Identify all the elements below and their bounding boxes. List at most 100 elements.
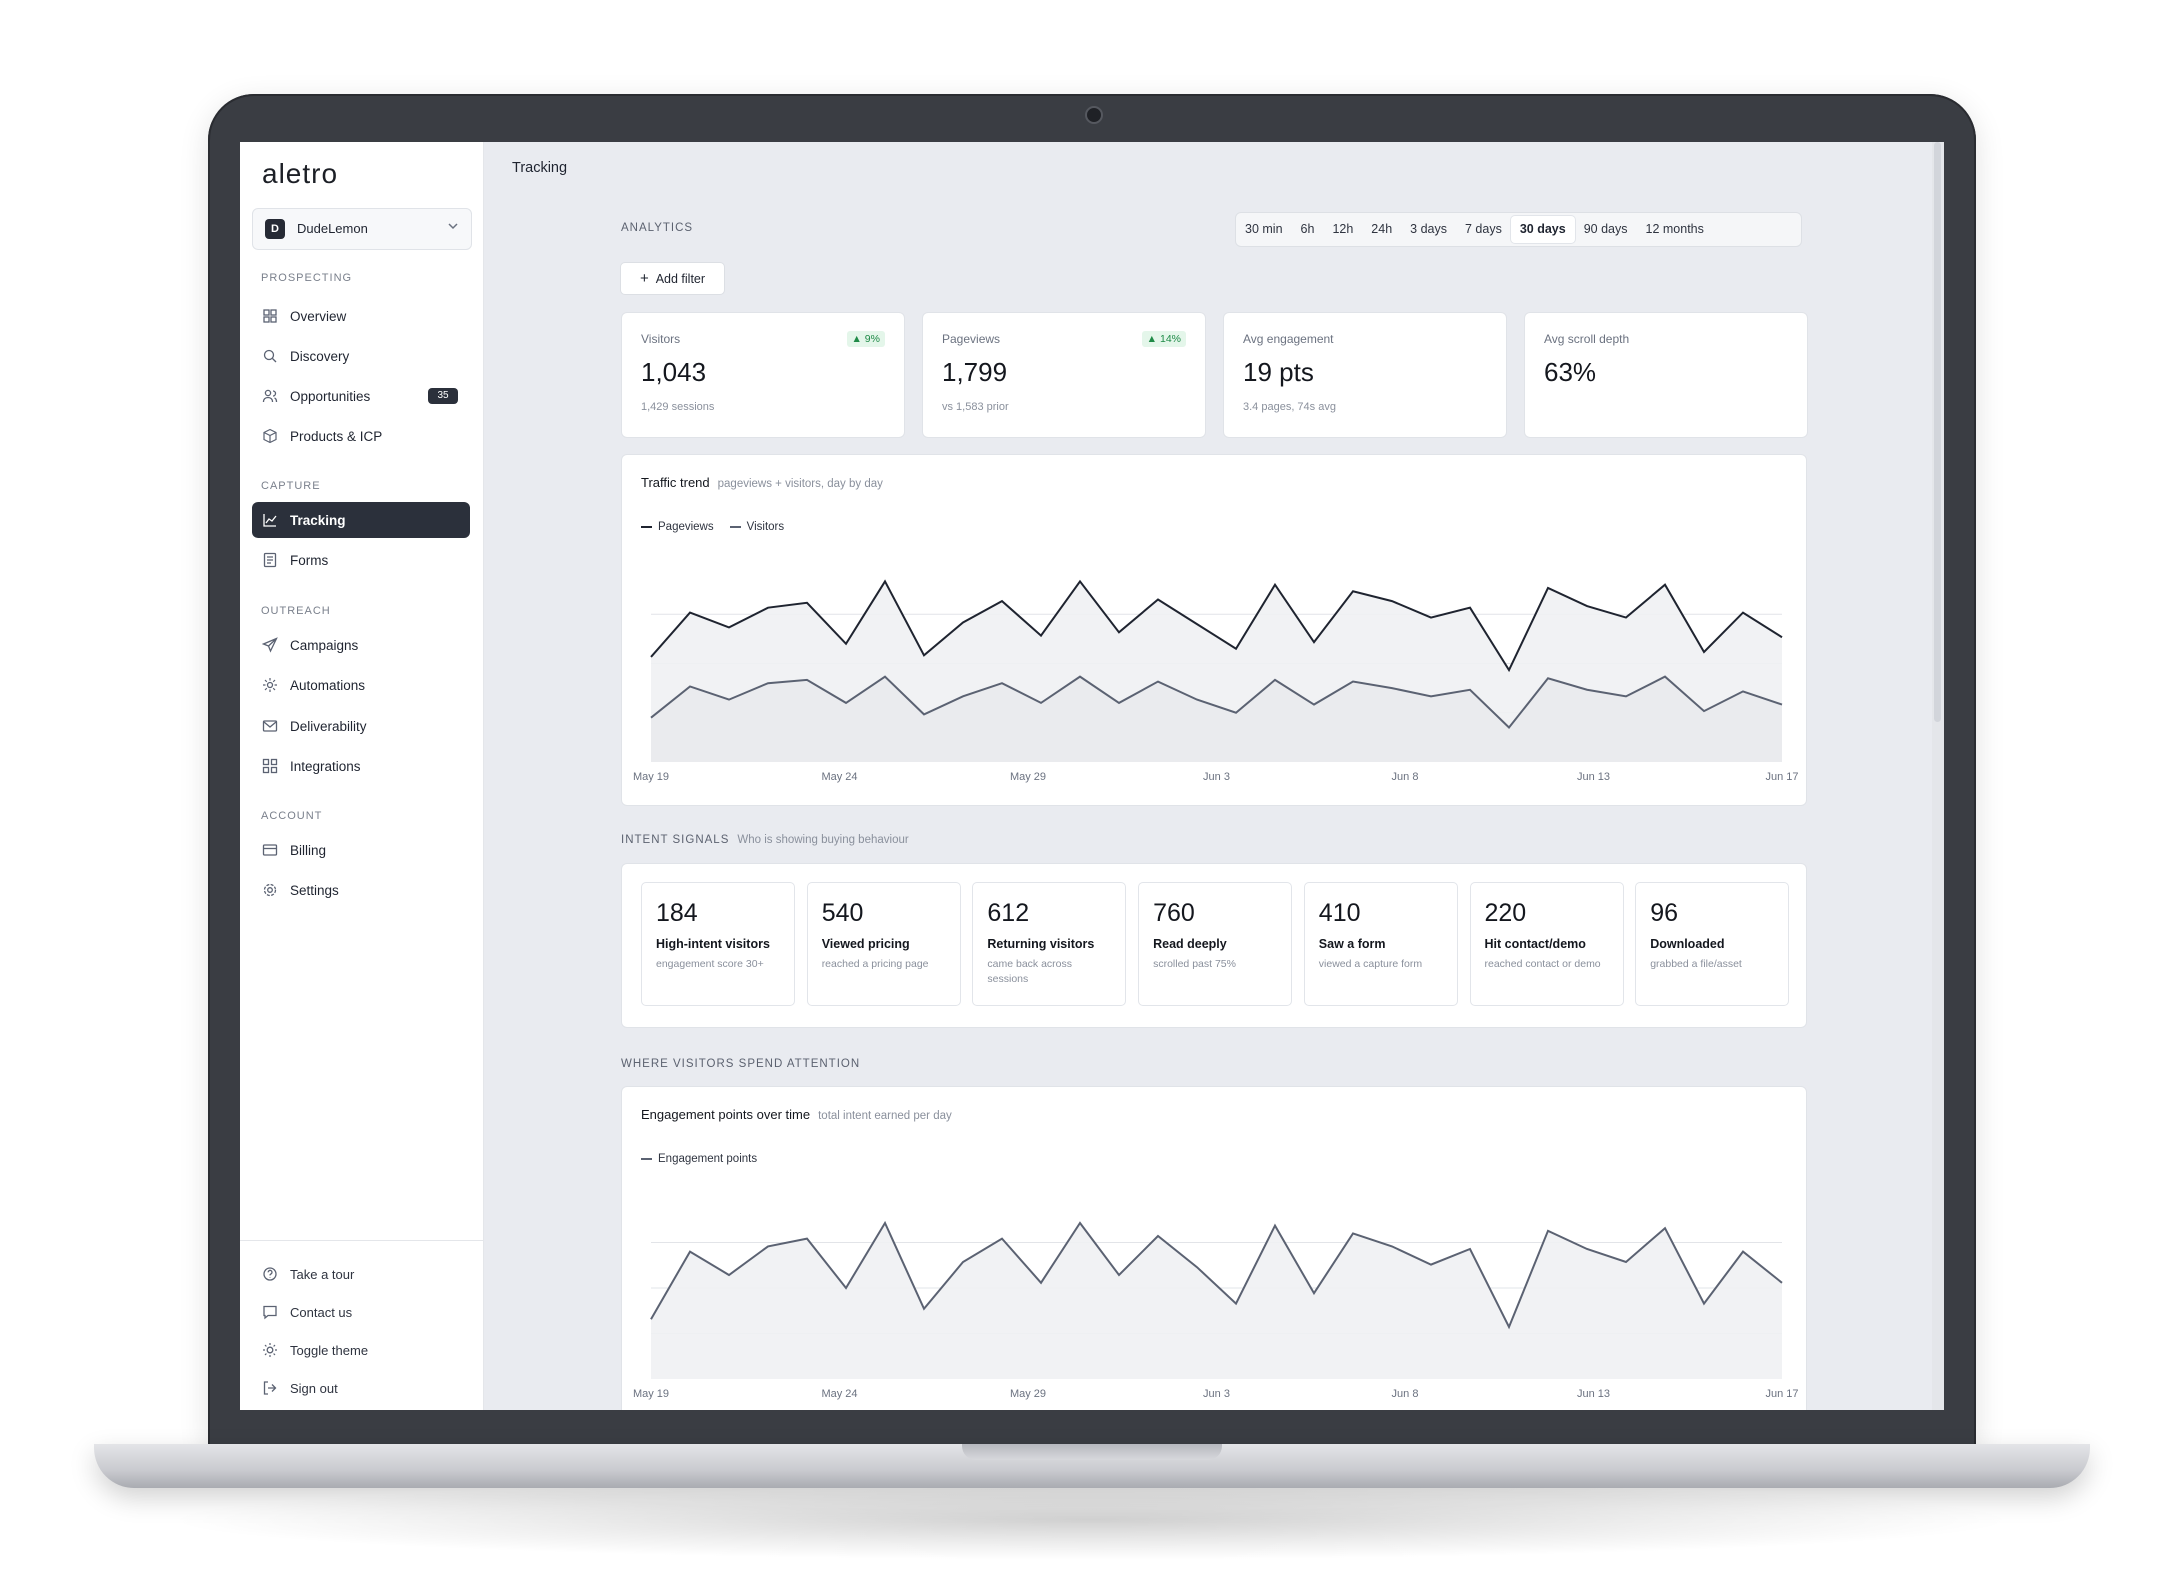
take-a-tour-label: Take a tour bbox=[290, 1266, 355, 1282]
chat-icon bbox=[262, 1304, 278, 1320]
section-account: ACCOUNT bbox=[261, 810, 323, 822]
sidebar-item-campaigns[interactable]: Campaigns bbox=[252, 627, 470, 663]
sidebar-item-label: Settings bbox=[290, 882, 339, 898]
chart-subtitle: pageviews + visitors, day by day bbox=[717, 478, 883, 490]
x-tick-label: Jun 13 bbox=[1577, 1388, 1610, 1400]
x-tick-label: May 29 bbox=[1010, 1388, 1046, 1400]
intent-signal-value: 760 bbox=[1153, 899, 1195, 927]
series-area bbox=[651, 1223, 1782, 1379]
intent-signal-value: 410 bbox=[1318, 899, 1361, 927]
intent-signal-label: Saw a form bbox=[1318, 937, 1386, 951]
range-option[interactable]: 3 days bbox=[1410, 222, 1447, 236]
contact-us-button[interactable]: Contact us bbox=[252, 1297, 470, 1327]
sidebar-item-billing[interactable]: Billing bbox=[252, 832, 470, 868]
intent-signal-value: 184 bbox=[656, 899, 698, 927]
attention-label: WHERE VISITORS SPEND ATTENTION bbox=[621, 1058, 861, 1070]
app-logo[interactable]: aletro bbox=[262, 158, 339, 189]
line-chart-icon bbox=[262, 512, 278, 528]
traffic-trend-chart[interactable]: May 19 May 24 May 29 Jun 3 Jun 8 Jun 13 Jun 17 bbox=[622, 545, 1806, 800]
engagement-points-chart[interactable]: May 19 May 24 May 29 Jun 3 Jun 8 Jun 13 Jun 17 bbox=[622, 1177, 1806, 1410]
section-capture: CAPTURE bbox=[261, 480, 321, 492]
add-filter-label: Add filter bbox=[655, 271, 706, 286]
intent-signal-hint: reached a pricing page bbox=[821, 958, 929, 970]
take-a-tour-button[interactable]: Take a tour bbox=[252, 1259, 470, 1289]
analytics-label: ANALYTICS bbox=[621, 222, 694, 234]
range-option[interactable]: 24h bbox=[1371, 222, 1393, 236]
sidebar-item-tracking[interactable]: Tracking bbox=[252, 502, 470, 538]
sidebar-item-forms[interactable]: Forms bbox=[252, 542, 470, 578]
intent-signal-hint: reached contact or demo bbox=[1484, 958, 1601, 970]
x-tick-label: May 29 bbox=[1010, 771, 1046, 783]
laptop-notch bbox=[962, 1444, 1222, 1460]
series-line-visitors bbox=[650, 675, 1783, 730]
x-tick-label: May 19 bbox=[633, 771, 669, 783]
range-option[interactable]: 12 months bbox=[1645, 222, 1704, 236]
sidebar-item-deliverability[interactable]: Deliverability bbox=[252, 708, 470, 744]
kpi-value: 1,799 bbox=[942, 357, 1008, 387]
laptop-shadow bbox=[160, 1480, 2022, 1560]
intent-signal-card[interactable]: 220 Hit contact/demo reached contact or de… bbox=[1469, 882, 1624, 1006]
series-line-engagement-points bbox=[650, 1220, 1783, 1330]
sidebar-item-products-icp[interactable]: Products & ICP bbox=[252, 418, 470, 454]
add-filter-button[interactable]: + Add filter bbox=[620, 262, 725, 295]
range-option[interactable]: 30 min bbox=[1245, 222, 1283, 236]
toggle-theme-button[interactable]: Toggle theme bbox=[252, 1335, 470, 1365]
intent-signals-heading: INTENT SIGNALS Who is showing buying beha… bbox=[621, 834, 909, 846]
kpi-card-avg-engagement: Avg engagement 19 pts 3.4 pages, 74s avg bbox=[1223, 312, 1507, 438]
intent-signal-card[interactable]: 184 High-intent visitors engagement score … bbox=[641, 882, 795, 1006]
sidebar-item-label: Discovery bbox=[290, 348, 350, 364]
x-tick-label: Jun 3 bbox=[1203, 771, 1230, 783]
kpi-delta-badge: ▲ 9% bbox=[846, 331, 885, 347]
engagement-title: Engagement points over time total intent … bbox=[641, 1107, 952, 1122]
sidebar: aletro D DudeLemon PROSPECTING Overview … bbox=[240, 142, 484, 1410]
kpi-card-visitors: Visitors ▲ 9% 1,043 1,429 sessions bbox=[621, 312, 905, 438]
engagement-points-card: Engagement points over time total intent … bbox=[621, 1086, 1807, 1410]
intent-signal-card[interactable]: 96 Downloaded grabbed a file/asset bbox=[1635, 882, 1790, 1006]
intent-signal-label: High-intent visitors bbox=[656, 937, 770, 951]
time-range-selector: 30 min 6h 12h 24h 3 days 7 days 30 days 90 days… bbox=[1235, 212, 1802, 247]
sidebar-item-opportunities[interactable]: Opportunities 35 bbox=[252, 378, 470, 414]
page-title: Tracking bbox=[512, 160, 568, 176]
intent-signal-card[interactable]: 540 Viewed pricing reached a pricing page bbox=[806, 882, 961, 1006]
sidebar-item-automations[interactable]: Automations bbox=[252, 667, 470, 703]
org-switcher[interactable]: D DudeLemon bbox=[252, 208, 472, 250]
sidebar-item-overview[interactable]: Overview bbox=[252, 298, 470, 334]
kpi-value: 1,043 bbox=[641, 357, 707, 387]
kpi-delta-badge: ▲ 14% bbox=[1141, 331, 1186, 347]
legend-item-visitors: Visitors bbox=[729, 521, 785, 533]
range-option[interactable]: 90 days bbox=[1583, 222, 1628, 236]
legend-label: Visitors bbox=[746, 521, 785, 533]
range-option[interactable]: 6h bbox=[1300, 222, 1315, 236]
sidebar-item-label: Tracking bbox=[290, 512, 346, 528]
sign-out-button[interactable]: Sign out bbox=[252, 1373, 470, 1403]
sidebar-item-settings[interactable]: Settings bbox=[252, 872, 470, 908]
x-tick-label: May 24 bbox=[821, 771, 857, 783]
traffic-trend-title: Traffic trend pageviews + visitors, day b… bbox=[641, 475, 883, 490]
intent-signal-card[interactable]: 612 Returning visitors came back across se… bbox=[972, 882, 1127, 1006]
sign-out-label: Sign out bbox=[290, 1380, 338, 1396]
x-tick-label: Jun 17 bbox=[1765, 1388, 1798, 1400]
intent-signal-label: Returning visitors bbox=[987, 937, 1095, 951]
mail-icon bbox=[262, 718, 278, 734]
sidebar-footer bbox=[240, 1240, 483, 1241]
x-tick-label: Jun 8 bbox=[1392, 1388, 1419, 1400]
app-screen: aletro D DudeLemon PROSPECTING Overview … bbox=[240, 142, 1944, 1410]
legend-item-pageviews: Pageviews bbox=[641, 521, 714, 533]
range-option[interactable]: 30 days bbox=[1510, 216, 1575, 243]
opportunities-count-badge: 35 bbox=[428, 388, 458, 404]
users-icon bbox=[262, 388, 278, 404]
x-tick-label: May 19 bbox=[633, 1388, 669, 1400]
kpi-title: Pageviews bbox=[942, 332, 1001, 346]
intent-signal-hint: engagement score 30+ bbox=[656, 958, 764, 970]
sidebar-item-discovery[interactable]: Discovery bbox=[252, 338, 470, 374]
range-option[interactable]: 12h bbox=[1332, 222, 1354, 236]
scrollbar-thumb[interactable] bbox=[1934, 142, 1941, 722]
kpi-title: Avg engagement bbox=[1243, 332, 1334, 346]
kpi-title: Avg scroll depth bbox=[1544, 332, 1630, 346]
range-option[interactable]: 7 days bbox=[1465, 222, 1502, 236]
intent-signal-card[interactable]: 410 Saw a form viewed a capture form bbox=[1303, 882, 1458, 1006]
intent-signal-card[interactable]: 760 Read deeply scrolled past 75% bbox=[1138, 882, 1293, 1006]
webcam bbox=[1085, 106, 1103, 124]
sidebar-item-integrations[interactable]: Integrations bbox=[252, 748, 470, 784]
section-prospecting: PROSPECTING bbox=[261, 272, 353, 284]
